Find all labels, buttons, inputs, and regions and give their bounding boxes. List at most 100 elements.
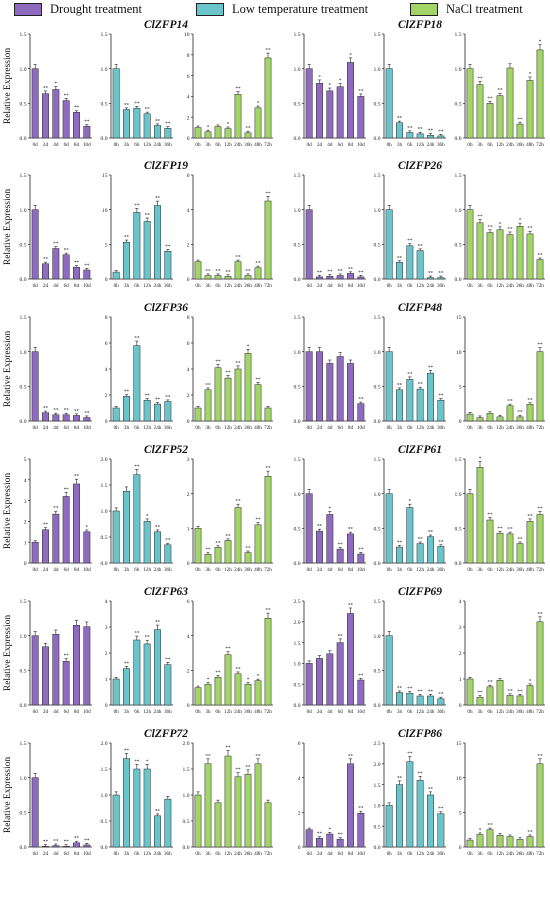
bar: [234, 261, 242, 280]
x-tick-label: 6h: [407, 567, 413, 573]
significance-label: **: [53, 506, 59, 512]
y-tick-label: 0.5: [20, 385, 27, 391]
x-tick-label: 0h: [195, 851, 201, 857]
bar: [396, 546, 403, 564]
bar: [83, 125, 91, 139]
x-tick-label: 24h: [234, 851, 242, 857]
significance-label: **: [517, 689, 523, 695]
bar: [416, 780, 424, 848]
significance-label: **: [134, 101, 140, 107]
bar: [224, 540, 232, 564]
bar: [385, 351, 393, 422]
panel-nacl: 0 5 10 15 0h 3h 6h 12h ** 24h ** 36h ** 48h ** 72h: [456, 315, 545, 431]
x-tick-label: 36h: [437, 425, 445, 431]
bar: [52, 845, 60, 848]
bar: [536, 763, 544, 848]
bar: [194, 261, 202, 280]
gene-chart-clzfp69: ClZFP69 0.0 0.5 1.0 1.5 2.0 2.5 0d 2d 4d ** 6d ** 8d *…: [294, 586, 545, 715]
y-tick-label: 1.5: [374, 315, 381, 321]
significance-label: **: [205, 268, 211, 274]
x-tick-label: 6h: [134, 283, 140, 289]
panel-nacl: 0 2 4 6 8 0h ** 3h ** 6h ** 12h ** 24h * 36h ** 48h 72h: [187, 315, 273, 431]
bar: [305, 829, 313, 848]
x-tick-label: 0d: [307, 567, 313, 573]
y-tick-label: 0.0: [294, 561, 301, 567]
y-axis-label: Relative Expression: [3, 331, 13, 407]
bar: [62, 661, 70, 706]
y-tick-label: 5: [105, 243, 108, 249]
x-tick-label: 12h: [143, 425, 151, 431]
x-tick-label: 6d: [64, 567, 70, 573]
bar: [357, 276, 365, 280]
bar: [406, 132, 414, 139]
significance-label: **: [64, 653, 70, 659]
bar: [194, 127, 202, 139]
y-tick-label: 0: [105, 703, 108, 709]
y-tick-label: 1: [24, 540, 27, 546]
x-tick-label: 4d: [53, 709, 59, 715]
x-tick-label: 48h: [254, 709, 262, 715]
legend-swatch-low-temperature: [196, 2, 224, 16]
bar: [486, 413, 494, 422]
bar: [204, 683, 212, 706]
bar: [496, 95, 504, 139]
x-tick-label: 10d: [357, 851, 365, 857]
bar: [62, 414, 70, 422]
bar: [466, 209, 474, 280]
y-tick-label: 0.0: [374, 277, 381, 283]
x-tick-label: 8d: [348, 567, 354, 573]
y-tick-label: 1.0: [294, 662, 301, 668]
x-tick-label: 72h: [264, 142, 272, 148]
x-tick-label: 12h: [143, 283, 151, 289]
bar: [305, 351, 313, 422]
significance-label: **: [507, 527, 513, 533]
significance-label: **: [245, 764, 251, 770]
y-tick-label: 4: [187, 367, 190, 373]
x-tick-label: 0h: [114, 567, 120, 573]
bar: [112, 794, 120, 848]
bar: [506, 695, 514, 706]
x-tick-label: 6h: [487, 425, 493, 431]
x-tick-label: 10d: [83, 709, 91, 715]
bar: [123, 668, 130, 706]
y-tick-label: 2.5: [374, 741, 381, 747]
significance-label: **: [438, 271, 444, 277]
x-tick-label: 3h: [205, 851, 211, 857]
bar: [526, 233, 534, 280]
bar: [516, 543, 524, 564]
y-tick-label: 1: [459, 677, 462, 683]
significance-label: **: [537, 252, 543, 258]
gene-title: ClZFP86: [398, 728, 442, 740]
x-tick-label: 48h: [526, 283, 534, 289]
bar: [164, 251, 172, 280]
significance-label: **: [165, 394, 171, 400]
significance-label: **: [477, 214, 483, 220]
bar: [336, 275, 344, 280]
y-tick-label: 0.5: [294, 682, 301, 688]
panel-low_temperature: 0 2 4 6 8 0h ** 3h ** 6h ** 12h ** 24h ** 36h: [105, 315, 173, 431]
bar: [396, 692, 403, 706]
y-tick-label: 5: [24, 457, 27, 463]
bar: [516, 226, 524, 280]
x-tick-label: 24h: [427, 142, 435, 148]
y-tick-label: 8: [187, 53, 190, 59]
y-tick-label: 0.5: [374, 527, 381, 533]
bar: [506, 533, 514, 564]
bar: [143, 221, 151, 280]
y-tick-label: 2: [187, 393, 190, 399]
significance-label: **: [235, 767, 241, 773]
x-tick-label: 36h: [164, 283, 172, 289]
bar: [437, 399, 445, 422]
bar: [476, 696, 484, 706]
significance-label: **: [205, 753, 211, 759]
bar: [396, 262, 403, 280]
significance-label: **: [64, 408, 70, 414]
x-tick-label: 3h: [477, 142, 483, 148]
x-tick-label: 36h: [437, 142, 445, 148]
bar: [385, 493, 393, 564]
significance-label: **: [497, 526, 503, 532]
x-tick-label: 2d: [43, 283, 49, 289]
panel-drought: 0.0 0.5 1.0 1.5 0d 2d 4d ** 6d 8d 10d: [20, 599, 92, 715]
panel-drought: 0.0 0.5 1.0 1.5 0d ** 2d * 4d ** 6d ** 8d ** 10d: [294, 457, 366, 573]
bar: [526, 836, 534, 848]
